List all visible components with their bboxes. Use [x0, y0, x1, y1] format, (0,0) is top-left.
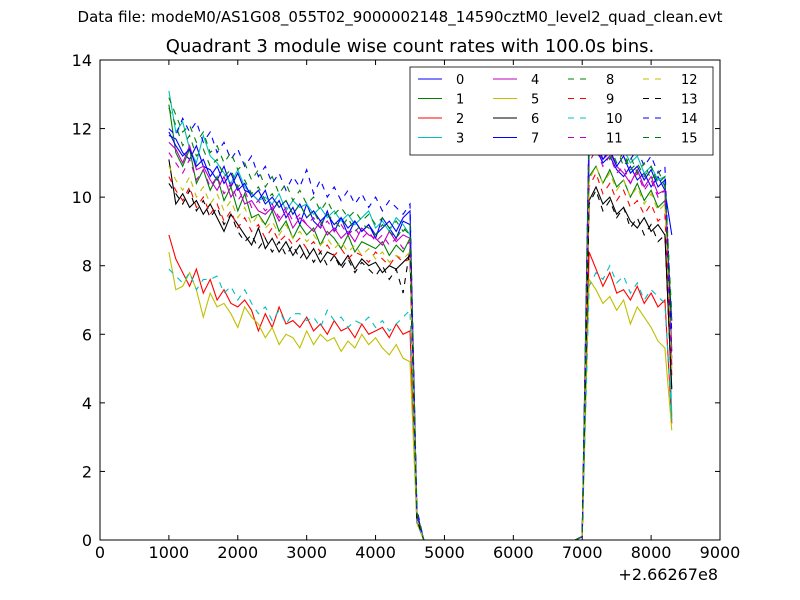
series-line-10: [168, 264, 673, 541]
legend-label-2: 2: [456, 112, 464, 127]
series-line-5: [168, 251, 673, 541]
x-offset-label: +2.66267e8: [618, 565, 718, 584]
legend-label-9: 9: [606, 93, 614, 108]
legend-label-4: 4: [531, 73, 539, 88]
legend-label-1: 1: [456, 93, 464, 108]
legend-label-7: 7: [531, 132, 539, 147]
legend-label-5: 5: [531, 93, 539, 108]
series-line-3: [168, 90, 673, 541]
axes-frame: [99, 59, 721, 541]
series-line-0: [168, 134, 673, 541]
legend-label-10: 10: [606, 112, 623, 127]
x-tick-label: 9000: [700, 543, 741, 562]
y-tick-label: 2: [82, 462, 92, 481]
legend-label-11: 11: [606, 132, 623, 147]
legend-box: [409, 66, 714, 156]
series-line-12: [168, 164, 673, 541]
legend-label-8: 8: [606, 73, 614, 88]
series-line-8: [168, 107, 673, 541]
series-line-13: [168, 183, 673, 541]
plot-lines: [168, 90, 673, 541]
y-tick-label: 8: [82, 257, 92, 276]
x-tick-label: 4000: [355, 543, 396, 562]
y-tick-label: 12: [72, 120, 92, 139]
legend-label-13: 13: [681, 93, 698, 108]
series-line-15: [168, 97, 673, 541]
x-tick-label: 0: [95, 543, 105, 562]
legend-label-14: 14: [681, 112, 698, 127]
series-line-2: [168, 234, 673, 541]
x-tick-label: 2000: [217, 543, 258, 562]
figure-suptitle: Data file: modeM0/AS1G08_055T02_90000021…: [77, 8, 723, 26]
x-tick-label: 3000: [286, 543, 327, 562]
x-tick-label: 8000: [631, 543, 672, 562]
series-line-14: [168, 116, 673, 541]
x-tick-label: 1000: [149, 543, 190, 562]
legend-label-12: 12: [681, 73, 698, 88]
x-tick-label: 6000: [493, 543, 534, 562]
series-line-6: [168, 159, 673, 541]
y-tick-label: 6: [82, 325, 92, 344]
legend-label-0: 0: [456, 73, 464, 88]
chart-title: Quadrant 3 module wise count rates with …: [165, 36, 655, 57]
series-line-1: [168, 104, 673, 541]
y-tick-label: 14: [72, 51, 92, 70]
legend-label-6: 6: [531, 112, 539, 127]
legend-label-3: 3: [456, 132, 464, 147]
y-tick-label: 10: [72, 188, 92, 207]
y-tick-label: 4: [82, 394, 92, 413]
x-tick-label: 5000: [424, 543, 465, 562]
x-axis: 0 1000 2000 3000 4000 5000 6000 7000 8000 9000: [95, 60, 740, 562]
x-tick-label: 7000: [562, 543, 603, 562]
y-tick-label: 0: [82, 531, 92, 550]
series-line-9: [168, 171, 673, 541]
legend-label-15: 15: [681, 132, 698, 147]
